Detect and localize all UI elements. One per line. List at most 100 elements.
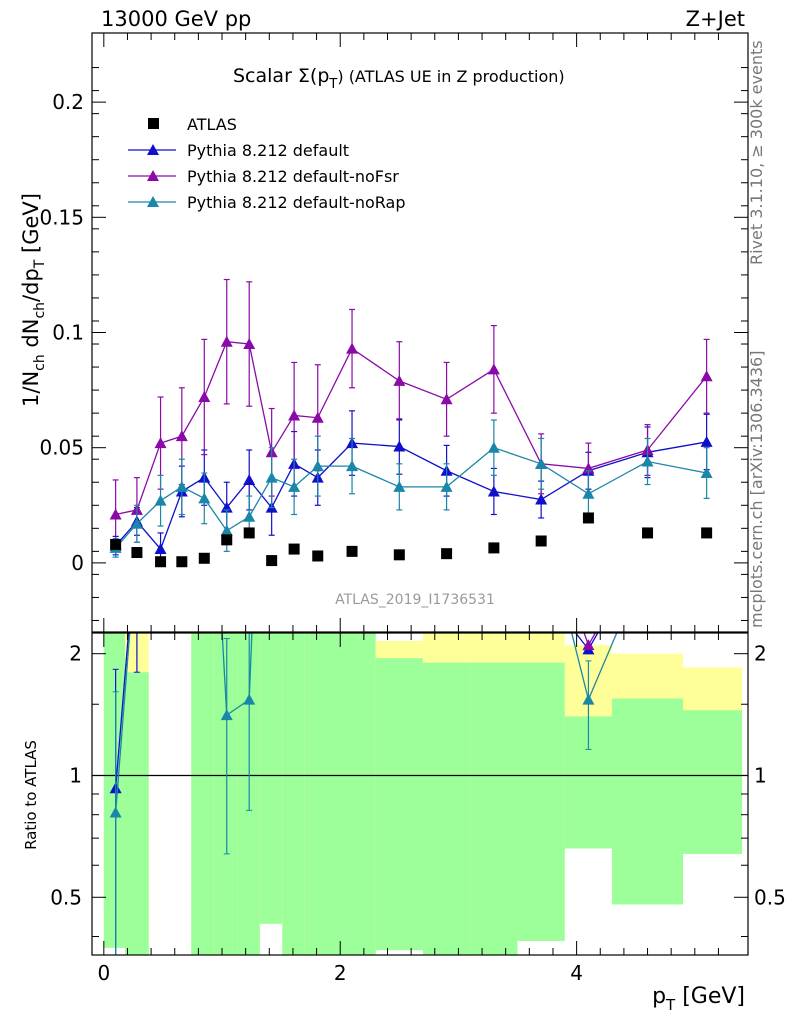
- pythia-8-212-default-norap-ratio-point: [220, 709, 233, 721]
- y-tick-label: 0.1: [52, 321, 84, 345]
- pythia-8-212-default-nofsr-point: [288, 409, 301, 421]
- main-axes: 0 0.05 0.1 0.15 0.2: [39, 32, 749, 633]
- atlas-data-point: [582, 512, 594, 524]
- legend: ATLAS Pythia 8.212 default Pythia 8.212 de…: [128, 115, 405, 212]
- ratio-y-axis-label: Ratio to ATLAS: [22, 740, 40, 850]
- atlas-data-point: [535, 535, 547, 547]
- atlas-data-point: [312, 550, 324, 562]
- analysis-id-label: ATLAS_2019_I1736531: [335, 592, 495, 608]
- pythia-8-212-default-norap-point: [487, 441, 500, 453]
- pythia-8-212-default-norap-point: [641, 455, 654, 467]
- pythia-8-212-default-point: [243, 473, 256, 485]
- ratio-y-tick-label-right: 2: [754, 642, 767, 666]
- pythia-8-212-default-nofsr-point: [243, 338, 256, 350]
- pythia-8-212-default-nofsr-point: [393, 374, 406, 386]
- pythia-8-212-default-nofsr-point: [487, 363, 500, 375]
- collision-energy-label: 13000 GeV pp: [101, 7, 251, 31]
- ratio-band-inner: [213, 633, 238, 955]
- svg-text:1/Nch dNch/dpT [GeV]: 1/Nch dNch/dpT [GeV]: [19, 193, 48, 407]
- pythia-8-212-default-norap-point: [700, 467, 713, 479]
- atlas-data-point: [288, 543, 300, 555]
- legend-label: Pythia 8.212 default-noFsr: [187, 167, 399, 186]
- ratio-y-tick-label: 0.5: [50, 885, 82, 909]
- main-series-layer: [109, 278, 713, 568]
- ratio-y-tick-label-right: 0.5: [754, 885, 786, 909]
- ratio-band-inner: [329, 633, 376, 955]
- pythia-8-212-default-norap-point: [265, 471, 278, 483]
- pythia-8-212-default-norap-point: [220, 524, 233, 536]
- pythia-8-212-default-nofsr-point: [198, 391, 211, 403]
- x-tick-label: 0: [97, 961, 110, 985]
- atlas-data-point: [266, 555, 278, 567]
- process-label: Z+Jet: [686, 7, 745, 31]
- rivet-version-label: Rivet 3.1.10, ≥ 300k events: [747, 40, 766, 265]
- pythia-8-212-default-norap-point: [582, 487, 595, 499]
- ratio-band-inner: [375, 658, 423, 951]
- pythia-8-212-default-nofsr-point: [175, 430, 188, 442]
- main-y-axis-label: 1/Nch dNch/dpT [GeV]: [19, 193, 48, 407]
- pythia-8-212-default-nofsr-point: [440, 393, 453, 405]
- atlas-data-point: [110, 538, 122, 550]
- ratio-band-inner: [470, 662, 518, 955]
- ratio-series-layer: [92, 633, 748, 955]
- legend-label: Pythia 8.212 default: [187, 141, 349, 160]
- ratio-band-inner: [259, 633, 283, 924]
- pythia-8-212-default-nofsr-point: [346, 342, 359, 354]
- pythia-8-212-default-point: [393, 440, 406, 452]
- atlas-data-point: [441, 548, 453, 560]
- y-tick-label: 0.15: [39, 205, 84, 229]
- y-tick-label: 0.2: [52, 90, 84, 114]
- pythia-8-212-default-norap-point: [175, 480, 188, 492]
- ratio-y-tick-label-right: 1: [754, 763, 767, 787]
- x-axis-label: pT [GeV]: [652, 984, 745, 1014]
- pythia-8-212-default-norap-point: [243, 510, 256, 522]
- pythia-8-212-default-norap-ratio-point: [582, 693, 595, 705]
- legend-marker-atlas: [148, 118, 159, 129]
- ratio-y-tick-label: 2: [69, 642, 82, 666]
- atlas-data-point: [176, 556, 188, 568]
- pythia-8-212-default-nofsr-point: [311, 411, 324, 423]
- atlas-data-point: [243, 527, 255, 539]
- legend-marker: [147, 196, 159, 207]
- atlas-data-point: [155, 556, 167, 568]
- atlas-data-point: [131, 547, 143, 559]
- ratio-band-inner: [282, 633, 305, 955]
- atlas-data-point: [642, 527, 654, 539]
- ratio-band-inner: [422, 662, 471, 955]
- pythia-8-212-default-nofsr-point: [700, 370, 713, 382]
- ratio-y-tick-label: 1: [69, 763, 82, 787]
- title-tail-text: ) (ATLAS UE in Z production): [337, 67, 564, 86]
- atlas-data-point: [346, 545, 358, 557]
- pythia-8-212-default-norap-point: [440, 480, 453, 492]
- ratio-band-inner: [517, 662, 565, 941]
- ratio-axes: 0.5 0.5 1 1 2 2 0 2 4: [50, 632, 786, 985]
- title-subscript: T: [328, 77, 337, 92]
- pythia-8-212-default-point: [487, 485, 500, 497]
- pythia-8-212-default-norap-point: [154, 494, 167, 506]
- pythia-8-212-default-norap-point: [288, 480, 301, 492]
- ratio-band-inner: [682, 710, 743, 854]
- pythia-8-212-default-nofsr-point: [109, 508, 122, 520]
- pythia-8-212-default-norap-point: [311, 460, 324, 472]
- pythia-8-212-default-norap-point: [198, 492, 211, 504]
- pythia-8-212-default-point: [700, 435, 713, 447]
- pythia-8-212-default-norap-point: [130, 517, 143, 529]
- ratio-uncertainty-bands: [103, 633, 743, 955]
- ratio-band-inner: [191, 633, 214, 955]
- mcplots-source-label: mcplots.cern.ch [arXiv:1306.3436]: [747, 351, 766, 628]
- title-main-text: Scalar Σ(p: [233, 65, 329, 87]
- pythia-8-212-default-nofsr-point: [154, 437, 167, 449]
- pythia-8-212-default-norap-ratio-point: [243, 693, 256, 705]
- pythia-8-212-default-norap-point: [535, 457, 548, 469]
- pythia-8-212-default-nofsr-ratio-point: [582, 639, 595, 651]
- pythia-8-212-default-nofsr-point: [220, 335, 233, 347]
- pythia-8-212-default-norap-point: [346, 460, 359, 472]
- ratio-band-inner: [612, 698, 683, 905]
- pythia-8-212-default-point: [154, 543, 167, 555]
- x-tick-label: 2: [334, 961, 347, 985]
- legend-marker: [147, 170, 159, 181]
- atlas-data-point: [221, 534, 233, 546]
- ratio-band-inner: [304, 633, 330, 955]
- pythia-8-212-default-norap-point: [393, 480, 406, 492]
- legend-label: ATLAS: [187, 115, 237, 134]
